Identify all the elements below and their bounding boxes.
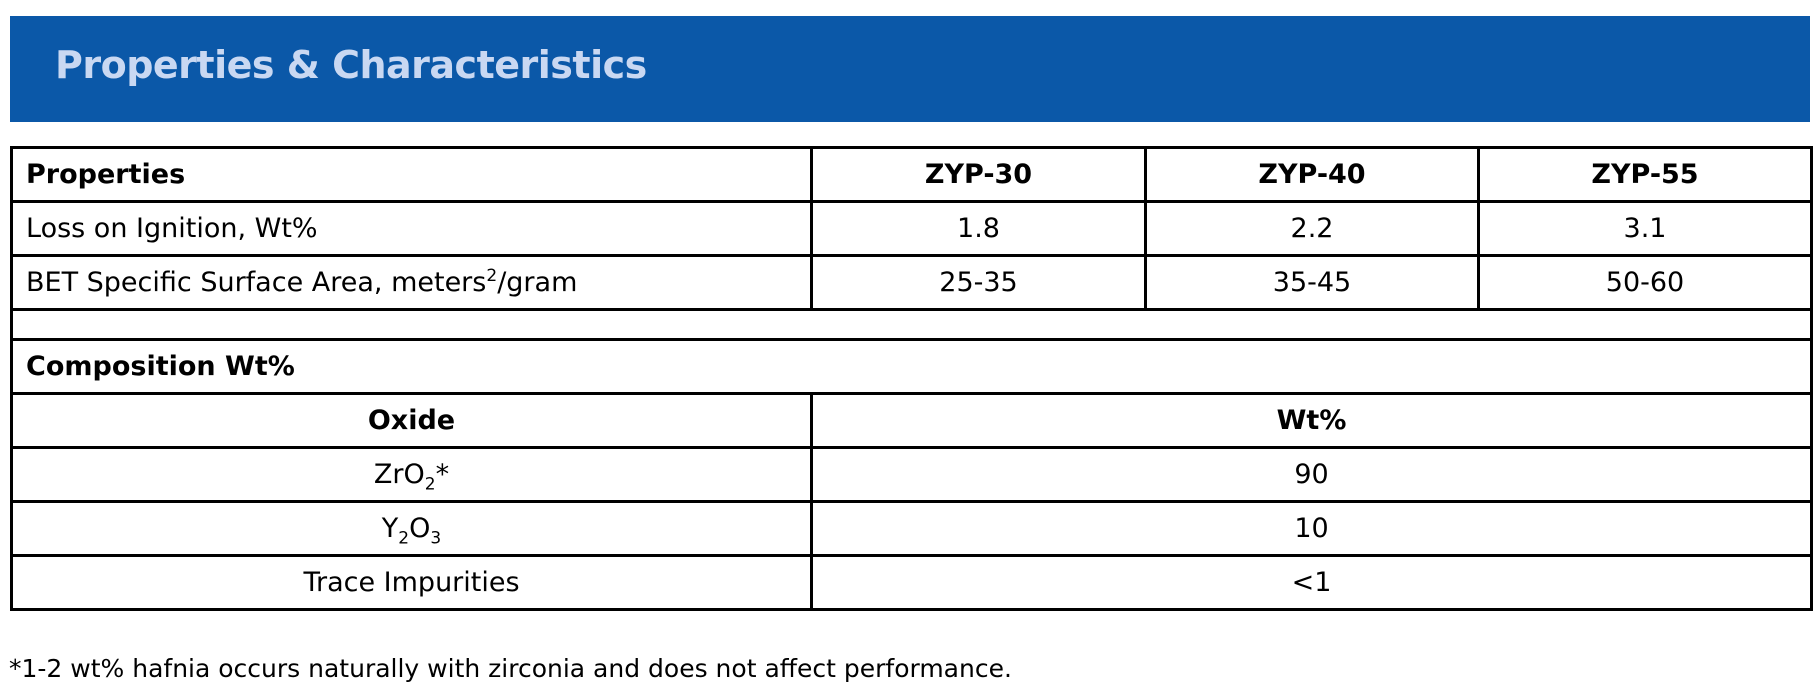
table-cell: 3.1: [1477, 200, 1813, 257]
oxide-trace-impurities: Trace Impurities: [10, 554, 813, 611]
table-row: Y2O3 10: [10, 500, 1813, 557]
section-header-banner: Properties & Characteristics: [10, 16, 1810, 122]
spacer-row: [10, 308, 1813, 341]
table-cell: 25-35: [810, 254, 1147, 311]
formula-part: O: [403, 459, 425, 490]
footnote: *1-2 wt% hafnia occurs naturally with zi…: [9, 654, 1012, 683]
section-title: Properties & Characteristics: [55, 43, 647, 87]
table-cell: 50-60: [1477, 254, 1813, 311]
table-cell: 1.8: [810, 200, 1147, 257]
formula-part: Zr: [373, 459, 404, 490]
subscript: 3: [430, 528, 442, 549]
properties-header-label: Properties: [10, 146, 813, 203]
label-text: BET Specific Surface Area, meters: [26, 267, 487, 298]
oxide-y2o3: Y2O3: [10, 500, 813, 557]
composition-title: Composition Wt%: [10, 338, 1813, 395]
table-cell: 10: [810, 500, 1813, 557]
composition-title-row: Composition Wt%: [10, 338, 1813, 395]
table-row: Loss on Ignition, Wt% 1.8 2.2 3.1: [10, 200, 1813, 257]
column-header-oxide: Oxide: [10, 392, 813, 449]
table-cell: 2.2: [1144, 200, 1480, 257]
oxide-zro2: ZrO2*: [10, 446, 813, 503]
table-cell: <1: [810, 554, 1813, 611]
table-cell: 90: [810, 446, 1813, 503]
row-label-bet-surface-area: BET Specific Surface Area, meters2/gram: [10, 254, 813, 311]
table-row: Trace Impurities <1: [10, 554, 1813, 611]
formula-part: Y: [381, 513, 399, 544]
subscript: 2: [424, 474, 436, 495]
table-row: BET Specific Surface Area, meters2/gram …: [10, 254, 1813, 311]
spacer-cell: [10, 308, 1813, 341]
superscript: 2: [486, 266, 498, 286]
properties-table: Properties ZYP-30 ZYP-40 ZYP-55 Loss on …: [10, 146, 1813, 611]
subscript: 2: [398, 528, 410, 549]
row-label-loss-on-ignition: Loss on Ignition, Wt%: [10, 200, 813, 257]
formula-part: O: [409, 513, 431, 544]
composition-header-row: Oxide Wt%: [10, 392, 1813, 449]
column-header-wt: Wt%: [810, 392, 1813, 449]
table-cell: 35-45: [1144, 254, 1480, 311]
asterisk: *: [435, 459, 450, 490]
label-text: /gram: [497, 267, 578, 298]
column-header-zyp-30: ZYP-30: [810, 146, 1147, 203]
column-header-zyp-40: ZYP-40: [1144, 146, 1480, 203]
properties-header-row: Properties ZYP-30 ZYP-40 ZYP-55: [10, 146, 1813, 203]
column-header-zyp-55: ZYP-55: [1477, 146, 1813, 203]
table-row: ZrO2* 90: [10, 446, 1813, 503]
